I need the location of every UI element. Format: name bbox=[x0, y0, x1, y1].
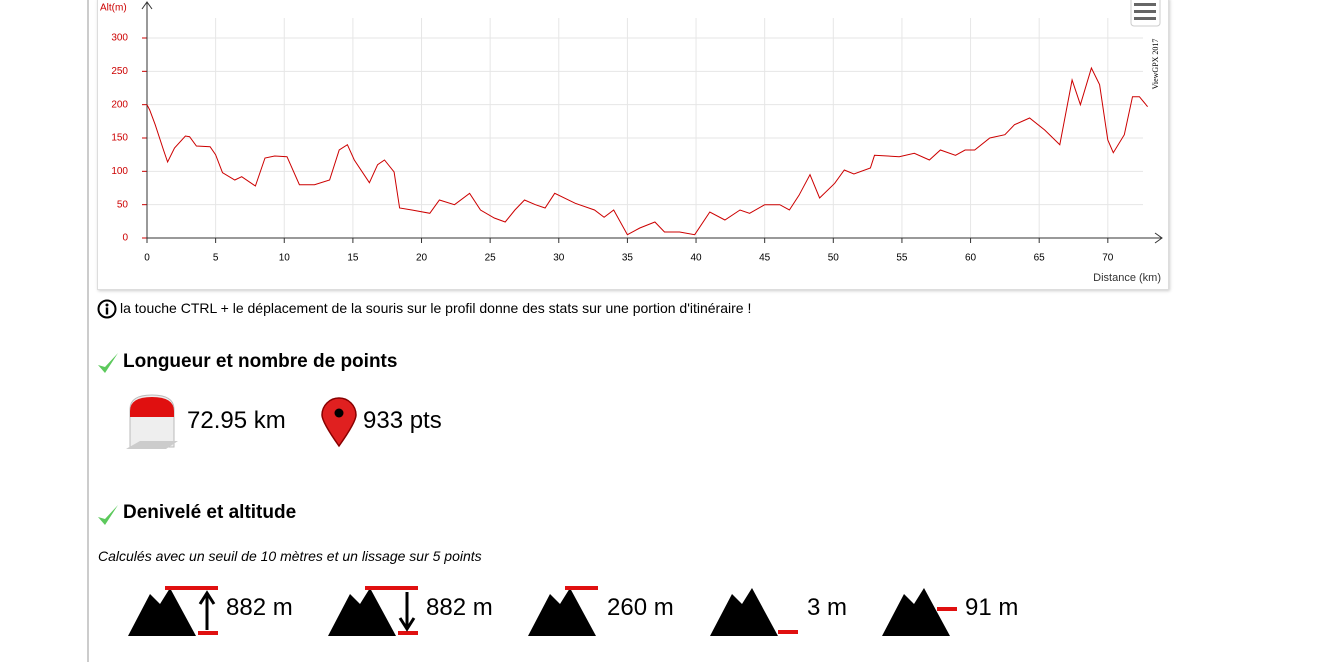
chart: Alt(m) Distance (km) ViewGPX 2017 050100… bbox=[100, 0, 1163, 284]
stat: 3 m bbox=[807, 594, 848, 621]
stat: 91 m bbox=[965, 594, 1019, 621]
y-tick-label: 150 bbox=[111, 133, 128, 144]
x-tick-label: 55 bbox=[896, 253, 908, 264]
check-icon bbox=[98, 505, 118, 525]
y-tick-label: 50 bbox=[117, 199, 129, 210]
note: Calculés avec un seuil de 10 mètres et u… bbox=[98, 548, 482, 564]
min-icon bbox=[710, 588, 798, 636]
x-tick-label: 40 bbox=[690, 253, 702, 264]
x-tick-label: 15 bbox=[347, 253, 359, 264]
check-icon bbox=[98, 353, 118, 373]
x-tick-label: 70 bbox=[1102, 253, 1114, 264]
y-axis bbox=[141, 1, 153, 238]
y-tick-label: 0 bbox=[122, 233, 128, 244]
elevation-line bbox=[146, 66, 1148, 236]
section-title: Longueur et nombre de points bbox=[123, 351, 398, 372]
page-border bbox=[87, 0, 89, 662]
x-tick-label: 45 bbox=[759, 253, 771, 264]
x-tick-label: 25 bbox=[485, 253, 497, 264]
stat: 933 pts bbox=[363, 407, 442, 434]
credit: ViewGPX 2017 bbox=[1151, 39, 1160, 90]
y-axis-label: Alt(m) bbox=[100, 3, 127, 14]
avg-icon bbox=[882, 588, 957, 636]
max-icon bbox=[528, 586, 598, 636]
stat: 882 m bbox=[226, 594, 293, 621]
x-tick-label: 65 bbox=[1034, 253, 1046, 264]
y-tick-label: 100 bbox=[111, 166, 128, 177]
x-axis bbox=[147, 232, 1163, 244]
x-tick-label: 50 bbox=[828, 253, 840, 264]
pin-icon bbox=[321, 397, 357, 448]
ascent-icon bbox=[128, 586, 218, 636]
hint: la touche CTRL + le déplacement de la so… bbox=[120, 300, 752, 316]
y-tick-label: 200 bbox=[111, 99, 128, 110]
chart-frame bbox=[97, 0, 1169, 290]
stat: 260 m bbox=[607, 594, 674, 621]
section-title: Denivelé et altitude bbox=[123, 502, 297, 523]
info-icon bbox=[97, 299, 117, 319]
menu-button[interactable] bbox=[1130, 0, 1161, 27]
x-tick-label: 30 bbox=[553, 253, 565, 264]
descent-icon bbox=[328, 586, 418, 636]
x-tick-label: 5 bbox=[213, 253, 219, 264]
milestone-icon bbox=[126, 394, 178, 449]
x-tick-label: 10 bbox=[279, 253, 291, 264]
stat: 72.95 km bbox=[187, 407, 286, 434]
x-tick-label: 35 bbox=[622, 253, 634, 264]
y-tick-label: 300 bbox=[111, 33, 128, 44]
x-axis-label: Distance (km) bbox=[1093, 272, 1161, 284]
stat: 882 m bbox=[426, 594, 493, 621]
x-tick-label: 60 bbox=[965, 253, 977, 264]
y-tick-label: 250 bbox=[111, 66, 128, 77]
elevation-icons bbox=[128, 586, 957, 636]
x-tick-label: 20 bbox=[416, 253, 428, 264]
x-tick-label: 0 bbox=[144, 253, 150, 264]
